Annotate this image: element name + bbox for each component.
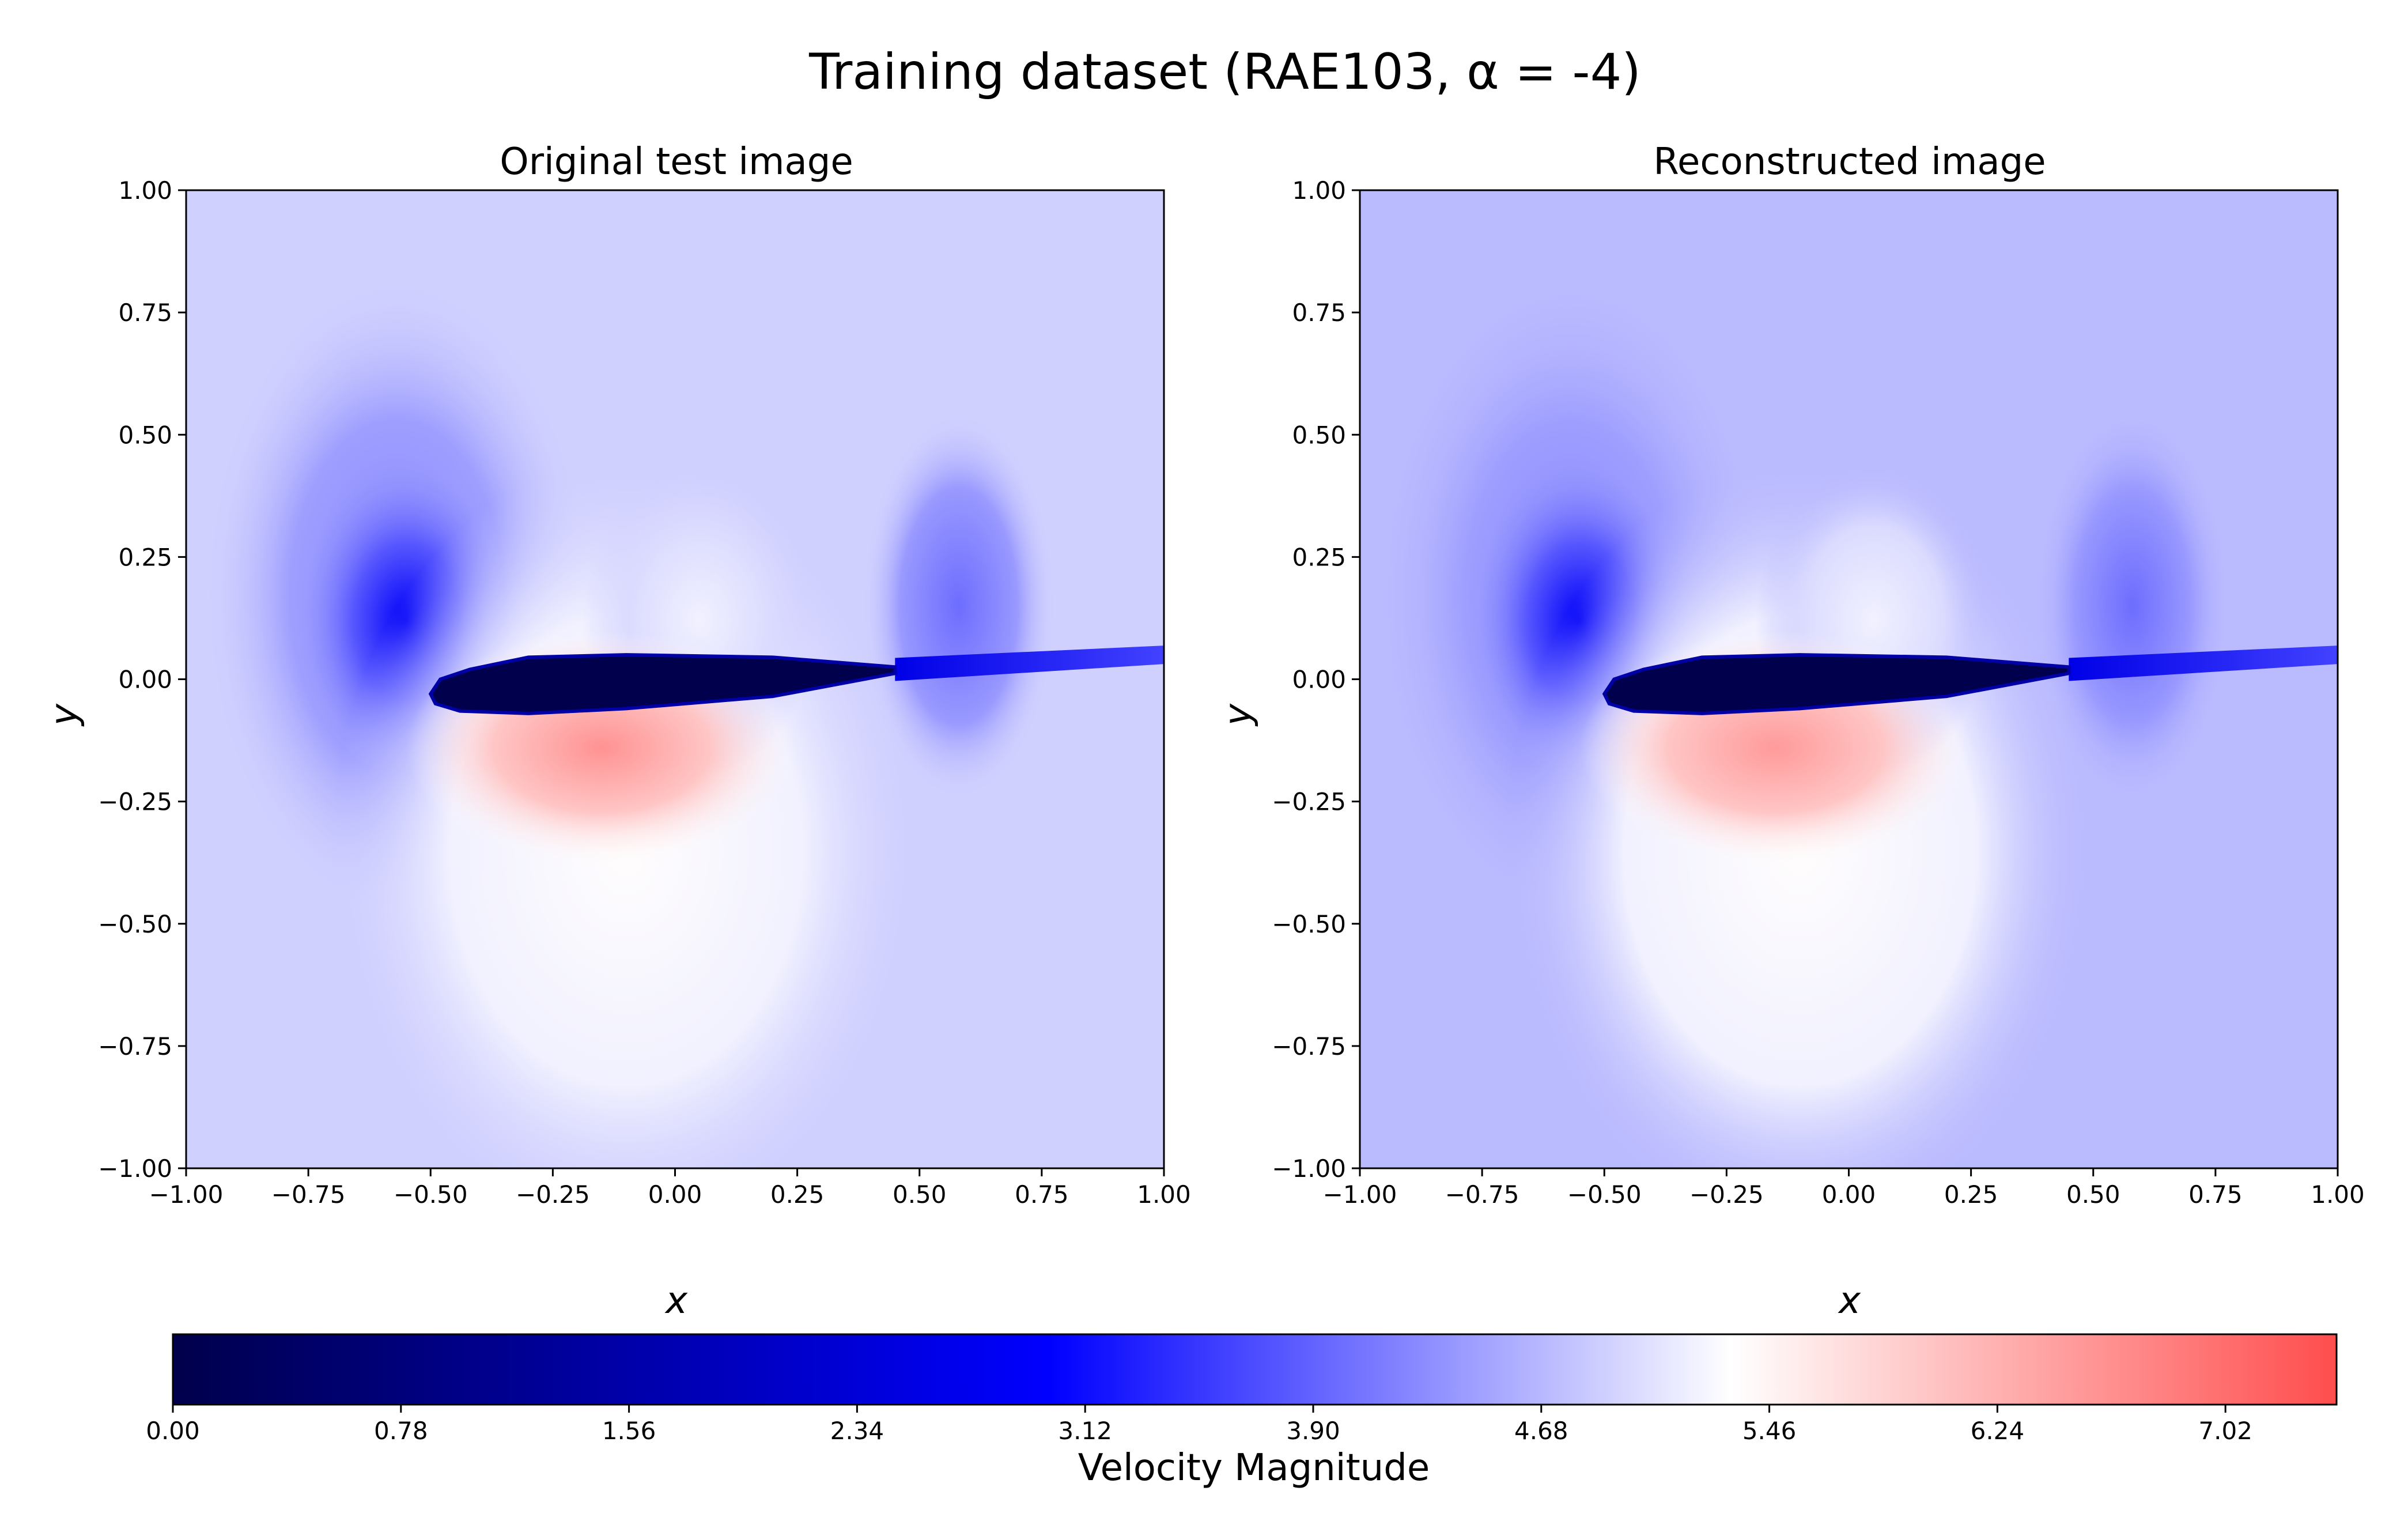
panel-title-reconstructed: Reconstructed image bbox=[1653, 141, 2046, 183]
panel-reconstructed: Reconstructed image −1.00 −0.75 −0.50 −0.25… bbox=[1217, 141, 2365, 1322]
heatmap-reconstructed bbox=[1359, 189, 2339, 1169]
colorbar-tick-label: 5.46 bbox=[1742, 1417, 1797, 1445]
colorbar-fill bbox=[173, 1334, 2337, 1405]
panel-original: Original test image −1.00 −0.75 −0.50 −0.25… bbox=[43, 141, 1191, 1322]
colorbar-tick-label: 0.78 bbox=[374, 1417, 428, 1445]
colorbar-tick-label: 6.24 bbox=[1971, 1417, 2025, 1445]
x-tick-label: 1.00 bbox=[1137, 1180, 1191, 1209]
y-tick-label: −1.00 bbox=[98, 1154, 172, 1183]
colorbar-tick-label: 1.56 bbox=[602, 1417, 656, 1445]
y-tick-label: 0.00 bbox=[118, 666, 172, 694]
y-tick-label: 0.75 bbox=[118, 299, 172, 327]
x-tick-label: 0.25 bbox=[1944, 1180, 1998, 1209]
y-tick-label: 1.00 bbox=[118, 176, 172, 205]
heatmap-original bbox=[185, 189, 1165, 1169]
y-tick-label: −0.75 bbox=[1272, 1032, 1346, 1061]
colorbar-tick-label: 4.68 bbox=[1514, 1417, 1568, 1445]
x-tick-label: −0.75 bbox=[1445, 1180, 1519, 1209]
y-tick-label: −0.50 bbox=[98, 910, 172, 938]
colorbar-tick-label: 7.02 bbox=[2198, 1417, 2252, 1445]
x-tick-label: −0.25 bbox=[1689, 1180, 1764, 1209]
x-tick-label: 0.50 bbox=[2066, 1180, 2120, 1209]
x-tick-label: 0.25 bbox=[770, 1180, 825, 1209]
x-tick-label: −1.00 bbox=[149, 1180, 224, 1209]
x-tick-label: −0.75 bbox=[271, 1180, 346, 1209]
airfoil bbox=[428, 653, 897, 715]
colorbar-label: Velocity Magnitude bbox=[1078, 1447, 1430, 1489]
axis-ticks-reconstructed: −1.00 −0.75 −0.50 −0.25 0.00 0.25 0.50 0.75 1.00… bbox=[1272, 176, 2364, 1209]
x-tick-label: 0.75 bbox=[2188, 1180, 2243, 1209]
x-tick-label: 0.00 bbox=[648, 1180, 702, 1209]
figure-title: Training dataset (RAE103, α = -4) bbox=[808, 43, 1641, 101]
x-axis-label-reconstructed: x bbox=[1838, 1280, 1861, 1322]
colorbar: 0.00 0.78 1.56 2.34 3.12 3.90 4.68 5.46 6.24 7.02… bbox=[146, 1333, 2338, 1489]
colorbar-tick-label: 3.12 bbox=[1058, 1417, 1112, 1445]
y-tick-label: 0.25 bbox=[118, 543, 172, 571]
airfoil bbox=[1602, 653, 2071, 715]
wake bbox=[895, 646, 1164, 681]
y-axis-label-reconstructed: y bbox=[1217, 703, 1260, 727]
colorbar-tick-label: 0.00 bbox=[146, 1417, 200, 1445]
low-velocity-lobe-right bbox=[2034, 410, 2231, 802]
colorbar-gradient bbox=[172, 1333, 2338, 1406]
x-tick-label: −0.25 bbox=[516, 1180, 590, 1209]
y-tick-label: 0.50 bbox=[1292, 421, 1346, 449]
y-tick-label: −0.75 bbox=[98, 1032, 172, 1061]
x-tick-label: −1.00 bbox=[1323, 1180, 1397, 1209]
colorbar-tick-label: 2.34 bbox=[830, 1417, 884, 1445]
wake bbox=[2069, 646, 2338, 681]
x-tick-label: −0.50 bbox=[1567, 1180, 1642, 1209]
y-tick-label: 0.50 bbox=[118, 421, 172, 449]
panel-title-original: Original test image bbox=[500, 141, 853, 183]
y-tick-label: 1.00 bbox=[1292, 176, 1346, 205]
y-tick-label: −0.25 bbox=[98, 788, 172, 816]
x-axis-label-original: x bbox=[664, 1280, 688, 1322]
y-axis-label-original: y bbox=[43, 703, 86, 727]
y-tick-label: −0.25 bbox=[1272, 788, 1346, 816]
low-velocity-lobe-right bbox=[860, 410, 1057, 802]
x-tick-label: 1.00 bbox=[2311, 1180, 2365, 1209]
y-tick-label: −0.50 bbox=[1272, 910, 1346, 938]
y-tick-label: 0.75 bbox=[1292, 299, 1346, 327]
x-tick-label: 0.00 bbox=[1822, 1180, 1876, 1209]
colorbar-frame bbox=[172, 1333, 2338, 1406]
x-tick-label: 0.75 bbox=[1015, 1180, 1069, 1209]
x-tick-label: 0.50 bbox=[893, 1180, 947, 1209]
colorbar-ticks: 0.00 0.78 1.56 2.34 3.12 3.90 4.68 5.46 6.24 7.02 bbox=[146, 1405, 2252, 1445]
y-tick-label: 0.00 bbox=[1292, 666, 1346, 694]
colorbar-tick-label: 3.90 bbox=[1286, 1417, 1340, 1445]
y-tick-label: 0.25 bbox=[1292, 543, 1346, 571]
x-tick-label: −0.50 bbox=[394, 1180, 468, 1209]
y-tick-label: −1.00 bbox=[1272, 1154, 1346, 1183]
axis-ticks-original: −1.00 −0.75 −0.50 −0.25 0.00 0.25 0.50 0.75 1.00… bbox=[98, 176, 1190, 1209]
